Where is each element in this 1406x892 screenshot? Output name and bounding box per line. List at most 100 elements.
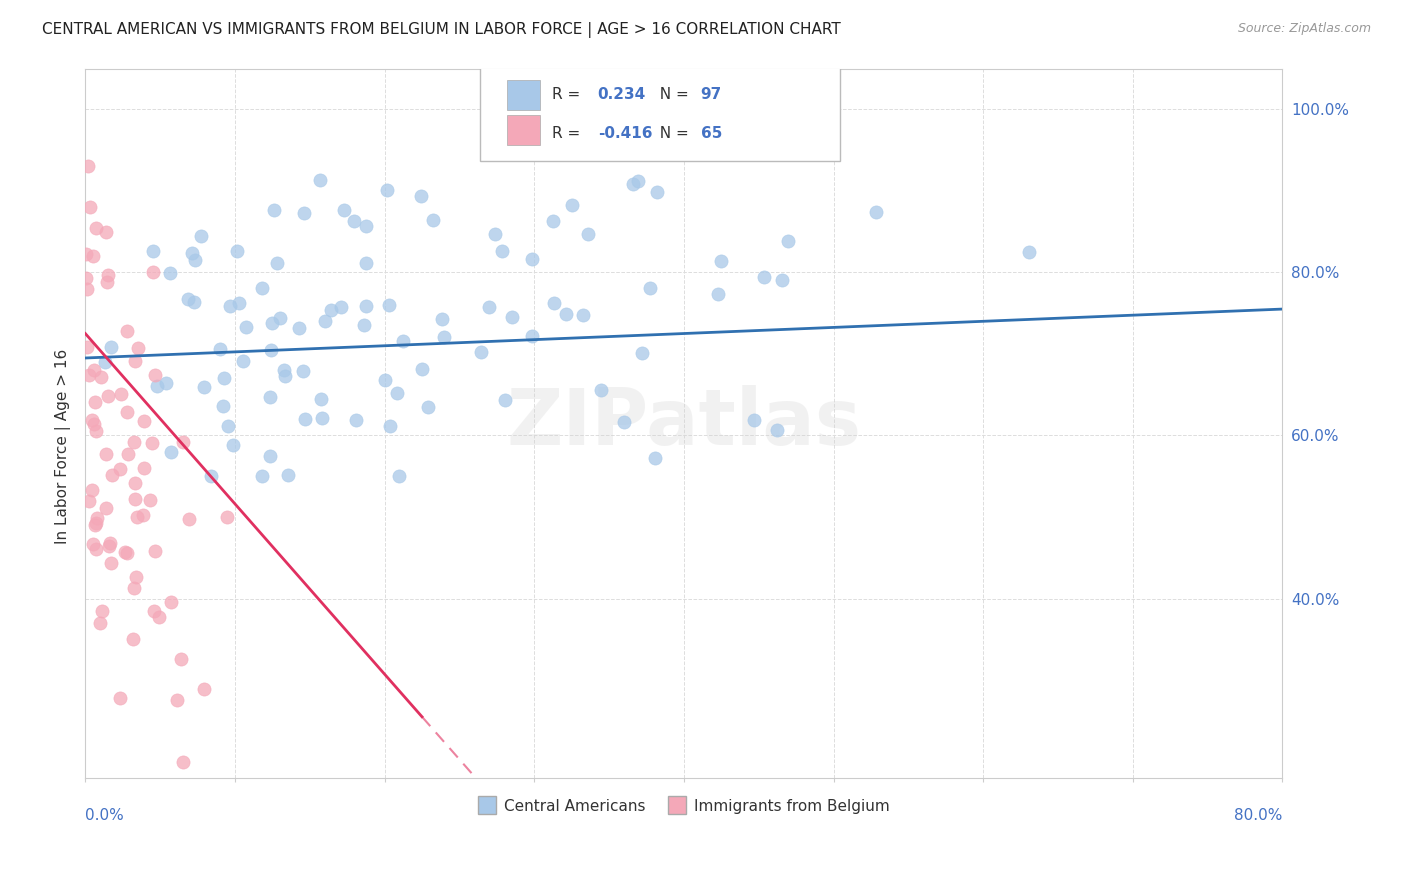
Point <box>96 268 118 282</box>
Point <box>217 418 239 433</box>
Point <box>115 546 138 560</box>
Point <box>124 492 146 507</box>
Point <box>411 361 433 376</box>
Point <box>219 299 242 313</box>
Point <box>79 200 101 214</box>
Point <box>627 174 650 188</box>
Point <box>706 287 728 301</box>
Text: R =: R = <box>553 87 585 103</box>
Point <box>110 691 132 706</box>
Point <box>170 652 193 666</box>
Point <box>754 270 776 285</box>
Point <box>561 198 583 212</box>
Point <box>470 344 492 359</box>
Point <box>89 615 111 630</box>
Point <box>181 245 204 260</box>
Text: 97: 97 <box>700 87 721 103</box>
Point <box>90 369 112 384</box>
Point <box>333 202 356 217</box>
Point <box>591 383 613 397</box>
Point <box>744 413 766 427</box>
Point <box>76 282 98 296</box>
Point <box>432 311 454 326</box>
Point <box>155 376 177 390</box>
Point <box>193 682 215 697</box>
Point <box>200 469 222 483</box>
Point <box>96 501 118 516</box>
Point <box>76 271 98 285</box>
Point <box>160 595 183 609</box>
Point <box>621 177 644 191</box>
Point <box>308 173 330 187</box>
Point <box>613 416 636 430</box>
Point <box>766 424 789 438</box>
Point <box>391 334 413 348</box>
Point <box>93 354 115 368</box>
Point <box>225 244 247 258</box>
Point <box>190 229 212 244</box>
Point <box>292 206 315 220</box>
Point <box>84 516 107 530</box>
Point <box>127 341 149 355</box>
Point <box>259 390 281 404</box>
Point <box>84 221 107 235</box>
Point <box>183 295 205 310</box>
Point <box>260 343 283 357</box>
Point <box>356 299 378 313</box>
Point <box>125 570 148 584</box>
Point <box>143 368 166 383</box>
Point <box>259 450 281 464</box>
Point <box>250 281 273 295</box>
Text: 65: 65 <box>700 127 723 141</box>
Point <box>143 544 166 558</box>
Point <box>166 693 188 707</box>
Point <box>378 298 401 312</box>
Point <box>418 400 440 414</box>
Point <box>770 273 793 287</box>
Point <box>309 392 332 406</box>
Point <box>132 414 155 428</box>
Point <box>159 266 181 280</box>
Point <box>494 392 516 407</box>
Point <box>273 363 295 377</box>
Point <box>142 604 165 618</box>
Point <box>121 632 143 646</box>
Point <box>277 467 299 482</box>
Point <box>82 537 104 551</box>
Point <box>353 318 375 332</box>
Point <box>117 405 139 419</box>
Point <box>645 185 668 199</box>
Point <box>631 346 654 360</box>
Text: Source: ZipAtlas.com: Source: ZipAtlas.com <box>1237 22 1371 36</box>
Point <box>177 512 200 526</box>
Point <box>172 434 194 449</box>
Point <box>142 244 165 258</box>
Point <box>378 419 401 434</box>
Point <box>76 340 98 354</box>
Point <box>208 342 231 356</box>
Text: 0.234: 0.234 <box>598 87 645 103</box>
Text: N =: N = <box>651 87 695 103</box>
Point <box>122 435 145 450</box>
Point <box>212 371 235 385</box>
Point <box>159 445 181 459</box>
Bar <box>506 115 540 145</box>
Text: ZIPatlas: ZIPatlas <box>506 385 862 461</box>
Text: -0.416: -0.416 <box>598 127 652 141</box>
Point <box>97 539 120 553</box>
Point <box>710 254 733 268</box>
Point <box>375 184 398 198</box>
Point <box>86 510 108 524</box>
Text: CENTRAL AMERICAN VS IMMIGRANTS FROM BELGIUM IN LABOR FORCE | AGE > 16 CORRELATIO: CENTRAL AMERICAN VS IMMIGRANTS FROM BELG… <box>42 22 841 38</box>
Point <box>117 447 139 461</box>
Point <box>75 247 97 261</box>
Point <box>132 461 155 475</box>
Point <box>77 368 100 383</box>
Point <box>491 244 513 258</box>
Point <box>572 308 595 322</box>
Point <box>374 373 396 387</box>
Point <box>1018 245 1040 260</box>
Point <box>221 438 243 452</box>
Point <box>124 353 146 368</box>
Point <box>422 212 444 227</box>
